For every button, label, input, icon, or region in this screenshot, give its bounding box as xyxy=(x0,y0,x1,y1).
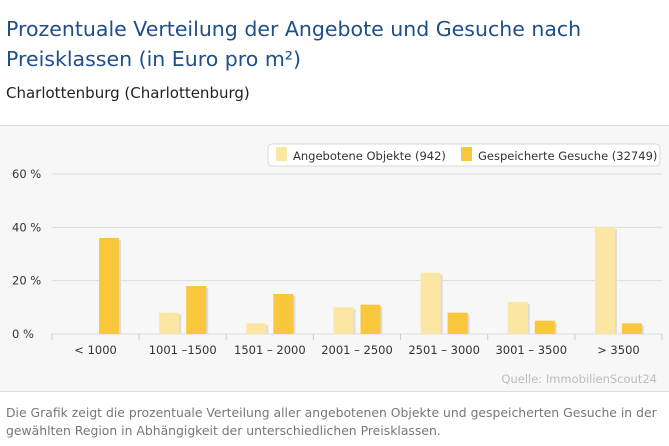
legend-label-requests: Gespeicherte Gesuche (32749) xyxy=(478,149,657,163)
x-tick-label: < 1000 xyxy=(74,343,117,357)
bar-offers xyxy=(333,307,354,334)
x-tick-label: > 3500 xyxy=(597,343,640,357)
x-tick-label: 3001 – 3500 xyxy=(495,343,567,357)
bar-chart: 0 % 20 % 40 % 60 % < 1000 1001 –1500 1501 – 20… xyxy=(12,143,663,386)
bar-requests xyxy=(360,304,381,334)
chart-panel: 0 % 20 % 40 % 60 % < 1000 1001 –1500 1501 – 20… xyxy=(0,125,669,392)
bar-requests xyxy=(534,320,555,334)
source-label: Quelle: ImmobilienScout24 xyxy=(501,372,657,386)
y-tick-label: 60 % xyxy=(12,167,41,181)
bar-requests xyxy=(99,238,120,334)
bar-offers xyxy=(594,227,615,334)
y-tick-label: 0 % xyxy=(12,327,34,341)
x-tick-label: 1001 –1500 xyxy=(149,343,217,357)
bar-requests xyxy=(273,294,294,334)
legend: Angebotene Objekte (942) Gespeicherte Ge… xyxy=(267,143,661,167)
bar-offers xyxy=(507,302,528,334)
bar-offers xyxy=(420,272,441,334)
y-tick-label: 40 % xyxy=(12,220,41,234)
label-layer: 0 % 20 % 40 % 60 % < 1000 1001 –1500 1501 – 20… xyxy=(12,167,640,357)
bar-requests xyxy=(447,312,468,334)
y-tick-label: 20 % xyxy=(12,274,41,288)
grid-layer xyxy=(51,173,663,340)
legend-label-offers: Angebotene Objekte (942) xyxy=(293,149,446,163)
x-tick-label: 2501 – 3000 xyxy=(408,343,480,357)
chart-title: Prozentuale Verteilung der Angebote und … xyxy=(6,17,582,71)
region-subtitle: Charlottenburg (Charlottenburg) xyxy=(6,84,250,102)
bar-layer xyxy=(99,227,644,334)
legend-swatch-offers xyxy=(276,147,287,161)
x-tick-label: 1501 – 2000 xyxy=(234,343,306,357)
bar-requests xyxy=(186,286,207,334)
bar-offers xyxy=(246,323,267,334)
bar-requests xyxy=(621,323,642,334)
legend-swatch-requests xyxy=(461,147,472,161)
chart-description: Die Grafik zeigt die prozentuale Verteil… xyxy=(6,405,657,438)
x-tick-label: 2001 – 2500 xyxy=(321,343,393,357)
bar-offers xyxy=(159,312,180,334)
